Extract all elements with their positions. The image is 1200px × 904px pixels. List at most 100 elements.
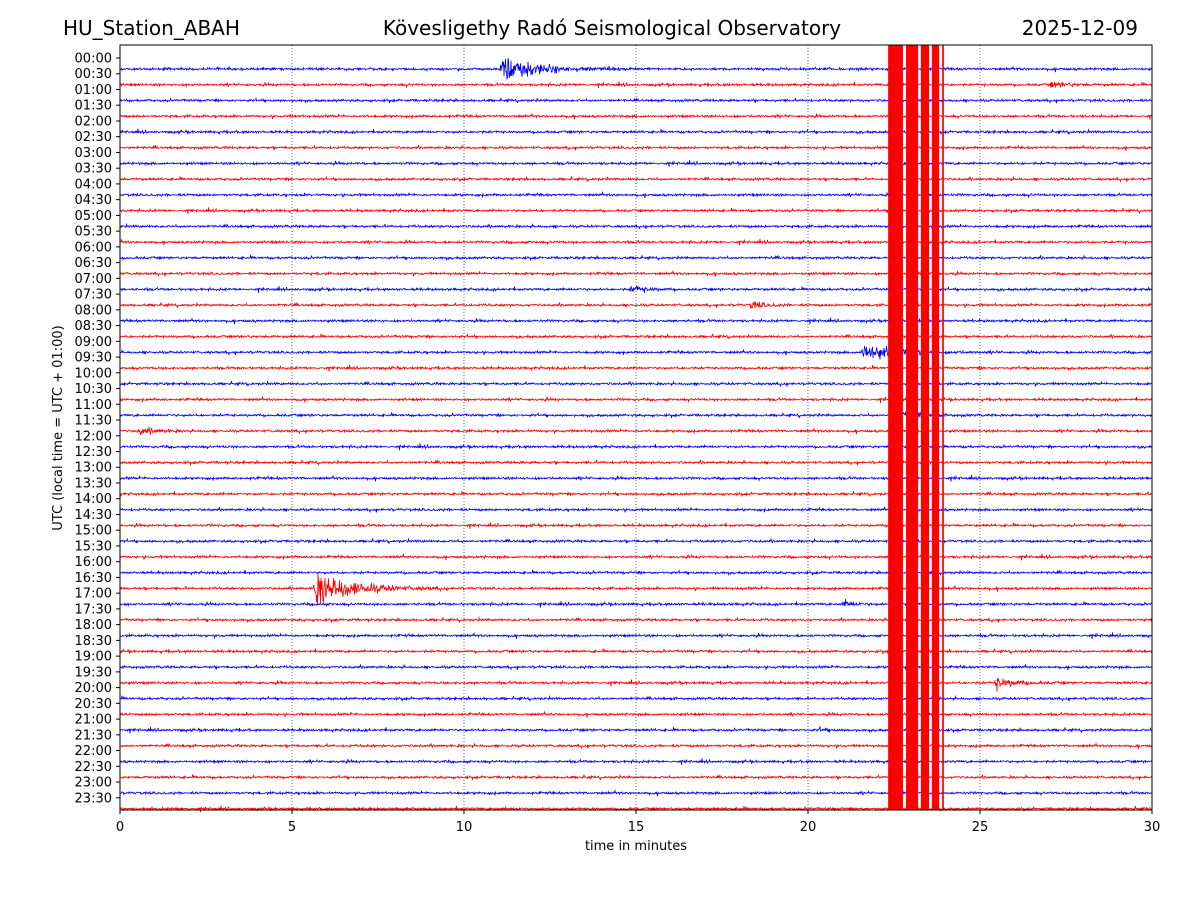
trace-line — [119, 96, 1153, 104]
y-tick-label: 04:00 — [75, 177, 112, 192]
x-tick-label: 10 — [456, 820, 473, 835]
y-tick-label: 14:00 — [75, 492, 112, 507]
y-tick-label: 03:30 — [75, 162, 112, 177]
trace-line — [119, 474, 1153, 482]
y-tick-label: 19:00 — [75, 650, 112, 665]
trace-line — [119, 222, 1153, 230]
trace-line — [119, 725, 1152, 734]
y-tick-label: 09:00 — [75, 335, 112, 350]
y-tick-label: 02:30 — [75, 130, 112, 145]
trace-line — [119, 741, 1153, 750]
trace-line — [119, 490, 1153, 498]
trace-line — [119, 175, 1153, 183]
y-tick-label: 00:00 — [75, 52, 112, 67]
y-tick-label: 18:00 — [75, 618, 112, 633]
trace-line — [119, 505, 1153, 514]
trace-line — [119, 128, 1153, 136]
y-tick-label: 10:30 — [75, 382, 112, 397]
trace-line — [119, 238, 1153, 246]
y-tick-label: 04:30 — [75, 193, 112, 208]
y-tick-label: 16:30 — [75, 571, 112, 586]
y-tick-label: 20:00 — [75, 681, 112, 696]
y-tick-label: 05:00 — [75, 209, 112, 224]
trace-line — [119, 426, 1153, 436]
trace-line — [119, 144, 1153, 151]
trace-line — [119, 616, 1153, 624]
trace-line — [119, 569, 1153, 577]
trace-line — [119, 677, 1153, 692]
trace-line — [119, 191, 1153, 199]
saturated-signal-band — [942, 45, 944, 810]
y-tick-label: 22:00 — [75, 744, 112, 759]
trace-line — [119, 346, 1153, 360]
y-tick-label: 11:00 — [75, 398, 112, 413]
y-tick-label: 06:00 — [75, 240, 112, 255]
y-tick-label: 14:30 — [75, 508, 112, 523]
y-tick-label: 07:00 — [75, 272, 112, 287]
y-tick-label: 12:30 — [75, 445, 112, 460]
trace-line — [119, 573, 1153, 606]
station-title: HU_Station_ABAH — [63, 16, 240, 40]
y-tick-label: 22:30 — [75, 760, 112, 775]
y-tick-label: 12:00 — [75, 429, 112, 444]
y-tick-label: 05:30 — [75, 225, 112, 240]
y-axis-label: UTC (local time = UTC + 01:00) — [51, 325, 66, 530]
trace-line — [120, 269, 1153, 278]
x-axis-label: time in minutes — [585, 839, 687, 854]
y-tick-label: 18:30 — [75, 634, 112, 649]
date-title: 2025-12-09 — [1022, 16, 1138, 40]
chart-title: Kövesligethy Radó Seismological Observat… — [383, 16, 841, 40]
trace-line — [119, 458, 1153, 466]
y-tick-label: 15:00 — [75, 524, 112, 539]
trace-line — [119, 522, 1153, 529]
trace-line — [119, 300, 1153, 309]
y-tick-label: 21:00 — [75, 713, 112, 728]
trace-line — [119, 380, 1153, 388]
y-tick-label: 08:00 — [75, 303, 112, 318]
trace-line — [119, 285, 1153, 294]
saturated-signal-band — [931, 45, 940, 810]
y-tick-label: 23:30 — [75, 791, 112, 806]
trace-line — [119, 789, 1153, 797]
y-tick-label: 02:00 — [75, 114, 112, 129]
y-tick-label: 23:00 — [75, 776, 112, 791]
trace-line — [119, 710, 1152, 718]
trace-line — [119, 773, 1152, 781]
y-tick-label: 16:00 — [75, 555, 112, 570]
y-tick-label: 00:30 — [75, 67, 112, 82]
y-tick-label: 06:30 — [75, 256, 112, 271]
trace-line — [119, 631, 1153, 640]
y-tick-label: 17:30 — [75, 602, 112, 617]
trace-line — [119, 663, 1153, 671]
trace-line — [119, 410, 1153, 419]
trace-line — [119, 254, 1153, 262]
y-tick-label: 20:30 — [75, 697, 112, 712]
trace-line — [119, 112, 1153, 120]
y-tick-label: 07:30 — [75, 288, 112, 303]
trace-line — [119, 160, 1153, 168]
trace-line — [119, 364, 1153, 372]
x-tick-label: 25 — [972, 820, 989, 835]
y-tick-label: 15:30 — [75, 539, 112, 554]
y-tick-label: 11:30 — [75, 414, 112, 429]
y-tick-label: 08:30 — [75, 319, 112, 334]
saturated-signal-band — [906, 45, 919, 810]
trace-line — [119, 316, 1153, 325]
saturated-signal-band — [888, 45, 903, 810]
y-tick-label: 01:30 — [75, 99, 112, 114]
y-tick-label: 21:30 — [75, 728, 112, 743]
y-tick-label: 09:30 — [75, 351, 112, 366]
trace-line — [119, 647, 1153, 655]
trace-line — [119, 207, 1153, 215]
trace-line — [119, 333, 1153, 340]
trace-line — [119, 553, 1153, 561]
y-tick-label: 13:00 — [75, 461, 112, 476]
trace-line — [119, 599, 1153, 608]
x-tick-label: 20 — [800, 820, 817, 835]
y-tick-label: 01:00 — [75, 83, 112, 98]
x-tick-label: 5 — [288, 820, 296, 835]
trace-line — [120, 805, 1153, 813]
y-tick-label: 10:00 — [75, 366, 112, 381]
